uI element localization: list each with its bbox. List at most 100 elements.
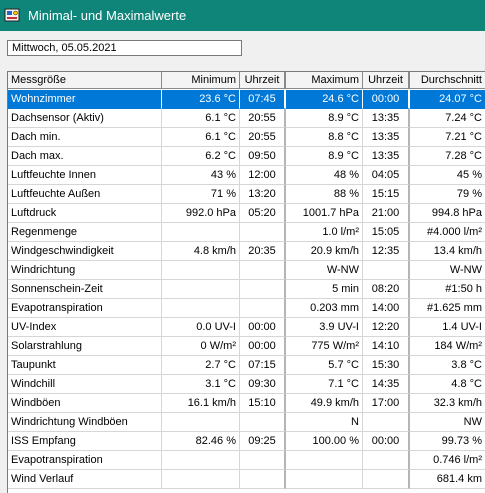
cell-min-time <box>240 470 286 489</box>
cell-maximum <box>286 451 363 470</box>
table-row[interactable]: Luftfeuchte Innen 43 % 12:00 48 % 04:05 45 % <box>8 166 485 185</box>
table-row[interactable]: Evapotranspiration 0.203 mm 14:00 #1.625 mm <box>8 299 485 318</box>
cell-average: 99.73 % <box>410 432 485 451</box>
table-row[interactable]: Windböen 16.1 km/h 15:10 49.9 km/h 17:00 32.3… <box>8 394 485 413</box>
col-header-messgroesse[interactable]: Messgröße <box>8 72 162 89</box>
col-header-minimum[interactable]: Minimum <box>162 72 240 89</box>
cell-average: 681.4 km <box>410 470 485 489</box>
cell-measure: Windböen <box>8 394 162 413</box>
cell-average: #1.625 mm <box>410 299 485 318</box>
cell-maximum: 48 % <box>286 166 363 185</box>
table-row[interactable]: Sonnenschein-Zeit 5 min 08:20 #1:50 h <box>8 280 485 299</box>
cell-min-time: 05:20 <box>240 204 286 223</box>
cell-min-time <box>240 451 286 470</box>
cell-measure: Windchill <box>8 375 162 394</box>
table-row[interactable]: Wind Verlauf 681.4 km <box>8 470 485 489</box>
cell-minimum <box>162 280 240 299</box>
cell-minimum: 6.1 °C <box>162 109 240 128</box>
table-row[interactable]: Windrichtung Windböen N NW <box>8 413 485 432</box>
cell-measure: Dach max. <box>8 147 162 166</box>
cell-maximum: 49.9 km/h <box>286 394 363 413</box>
cell-measure: Dach min. <box>8 128 162 147</box>
cell-max-time: 15:30 <box>363 356 410 375</box>
cell-max-time: 15:05 <box>363 223 410 242</box>
cell-max-time <box>363 413 410 432</box>
cell-average: 13.4 km/h <box>410 242 485 261</box>
weather-station-icon <box>4 8 20 22</box>
cell-minimum: 6.2 °C <box>162 147 240 166</box>
cell-minimum: 992.0 hPa <box>162 204 240 223</box>
cell-max-time: 13:35 <box>363 128 410 147</box>
table-row[interactable]: Windchill 3.1 °C 09:30 7.1 °C 14:35 4.8 °C <box>8 375 485 394</box>
table-row[interactable]: Dach min. 6.1 °C 20:55 8.8 °C 13:35 7.21 °C <box>8 128 485 147</box>
cell-max-time: 12:35 <box>363 242 410 261</box>
cell-min-time: 07:15 <box>240 356 286 375</box>
table-row[interactable]: Luftdruck 992.0 hPa 05:20 1001.7 hPa 21:00 99… <box>8 204 485 223</box>
cell-min-time: 20:35 <box>240 242 286 261</box>
table-row[interactable]: Dach max. 6.2 °C 09:50 8.9 °C 13:35 7.28 °C <box>8 147 485 166</box>
cell-max-time: 17:00 <box>363 394 410 413</box>
min-max-table[interactable]: Messgröße Minimum Uhrzeit Maximum Uhrzeit Dur… <box>7 71 485 493</box>
cell-measure: Sonnenschein-Zeit <box>8 280 162 299</box>
table-row[interactable]: ISS Empfang 82.46 % 09:25 100.00 % 00:00 99.7… <box>8 432 485 451</box>
date-field[interactable]: Mittwoch, 05.05.2021 <box>7 40 242 56</box>
cell-measure: UV-Index <box>8 318 162 337</box>
cell-min-time: 09:50 <box>240 147 286 166</box>
cell-measure: Taupunkt <box>8 356 162 375</box>
col-header-uhrzeit-max[interactable]: Uhrzeit <box>363 72 410 89</box>
cell-maximum: 7.1 °C <box>286 375 363 394</box>
cell-min-time: 12:00 <box>240 166 286 185</box>
cell-maximum: N <box>286 413 363 432</box>
cell-measure: Evapotranspiration <box>8 299 162 318</box>
cell-minimum: 43 % <box>162 166 240 185</box>
col-header-durchschnitt[interactable]: Durchschnitt <box>410 72 485 89</box>
cell-minimum: 3.1 °C <box>162 375 240 394</box>
table-row[interactable]: Solarstrahlung 0 W/m² 00:00 775 W/m² 14:10 18… <box>8 337 485 356</box>
cell-average: NW <box>410 413 485 432</box>
col-header-uhrzeit-min[interactable]: Uhrzeit <box>240 72 286 89</box>
cell-average: 32.3 km/h <box>410 394 485 413</box>
table-row[interactable]: UV-Index 0.0 UV-I 00:00 3.9 UV-I 12:20 1.4 UV… <box>8 318 485 337</box>
cell-max-time: 08:20 <box>363 280 410 299</box>
table-row[interactable]: Wohnzimmer 23.6 °C 07:45 24.6 °C 00:00 24.07 … <box>8 90 485 109</box>
table-row[interactable]: Windrichtung W-NW W-NW <box>8 261 485 280</box>
table-row[interactable]: Evapotranspiration 0.746 l/m² <box>8 451 485 470</box>
cell-average: 7.28 °C <box>410 147 485 166</box>
table-row[interactable]: Luftfeuchte Außen 71 % 13:20 88 % 15:15 79 % <box>8 185 485 204</box>
cell-measure: Luftfeuchte Außen <box>8 185 162 204</box>
cell-min-time: 09:30 <box>240 375 286 394</box>
table-row[interactable]: Dachsensor (Aktiv) 6.1 °C 20:55 8.9 °C 13:35… <box>8 109 485 128</box>
cell-minimum: 6.1 °C <box>162 128 240 147</box>
cell-maximum: W-NW <box>286 261 363 280</box>
cell-minimum: 4.8 km/h <box>162 242 240 261</box>
cell-maximum: 775 W/m² <box>286 337 363 356</box>
cell-min-time: 00:00 <box>240 318 286 337</box>
cell-maximum: 1001.7 hPa <box>286 204 363 223</box>
cell-average: 24.07 °C <box>410 90 485 109</box>
cell-measure: Windgeschwindigkeit <box>8 242 162 261</box>
cell-min-time: 20:55 <box>240 109 286 128</box>
cell-min-time: 13:20 <box>240 185 286 204</box>
cell-maximum: 3.9 UV-I <box>286 318 363 337</box>
cell-maximum: 20.9 km/h <box>286 242 363 261</box>
cell-maximum: 24.6 °C <box>286 90 363 109</box>
cell-maximum: 1.0 l/m² <box>286 223 363 242</box>
cell-average: #4.000 l/m² <box>410 223 485 242</box>
cell-max-time: 14:10 <box>363 337 410 356</box>
cell-minimum <box>162 470 240 489</box>
cell-measure: Windrichtung <box>8 261 162 280</box>
cell-minimum: 2.7 °C <box>162 356 240 375</box>
cell-measure: Solarstrahlung <box>8 337 162 356</box>
cell-max-time: 13:35 <box>363 109 410 128</box>
table-row[interactable]: Regenmenge 1.0 l/m² 15:05 #4.000 l/m² <box>8 223 485 242</box>
title-bar[interactable]: Minimal- und Maximalwerte <box>0 0 485 31</box>
cell-min-time <box>240 413 286 432</box>
table-row[interactable]: Windgeschwindigkeit 4.8 km/h 20:35 20.9 km/… <box>8 242 485 261</box>
cell-average: 0.746 l/m² <box>410 451 485 470</box>
col-header-maximum[interactable]: Maximum <box>286 72 363 89</box>
cell-max-time: 13:35 <box>363 147 410 166</box>
table-row[interactable]: Taupunkt 2.7 °C 07:15 5.7 °C 15:30 3.8 °C <box>8 356 485 375</box>
cell-maximum: 8.8 °C <box>286 128 363 147</box>
cell-max-time: 04:05 <box>363 166 410 185</box>
cell-max-time: 15:15 <box>363 185 410 204</box>
